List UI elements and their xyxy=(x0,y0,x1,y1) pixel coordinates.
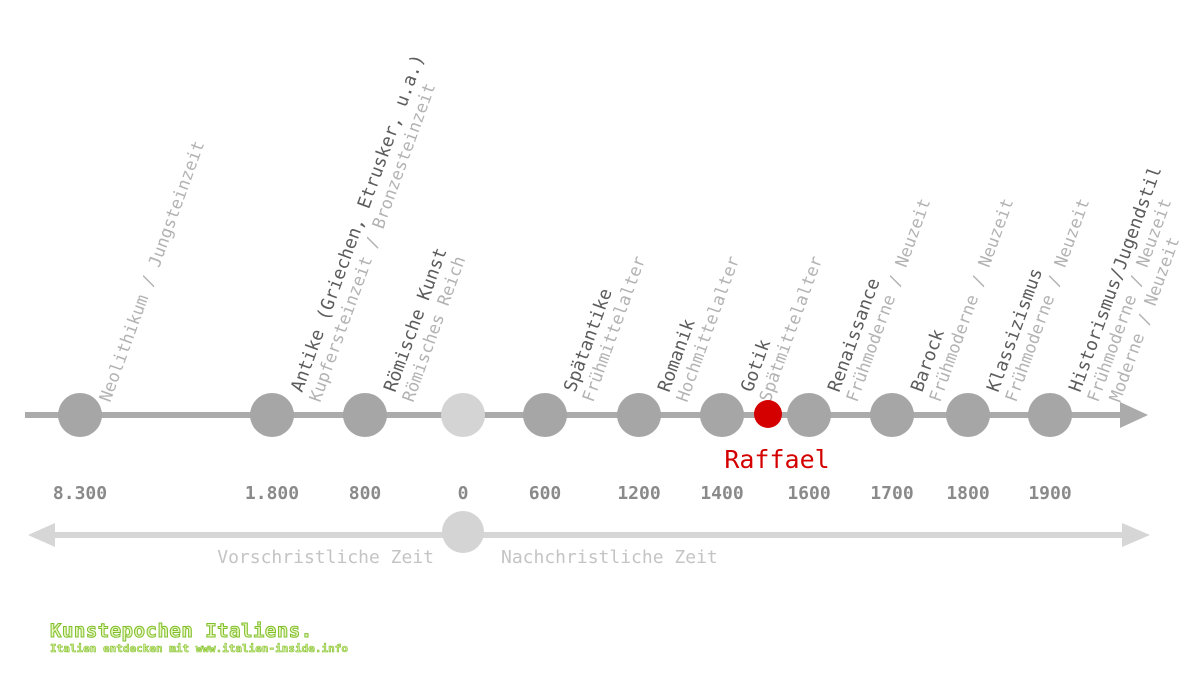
epoch-node xyxy=(870,393,914,437)
year-label: 800 xyxy=(349,483,382,504)
epoch-node xyxy=(343,393,387,437)
era-arrow-right xyxy=(1122,523,1150,547)
year-label: 600 xyxy=(529,483,562,504)
year-label: 1700 xyxy=(870,483,913,504)
year-label: 1200 xyxy=(617,483,660,504)
highlight-label: Raffael xyxy=(724,445,829,474)
epoch-node xyxy=(617,393,661,437)
timeline-arrowhead xyxy=(1120,402,1148,428)
epoch-node xyxy=(523,393,567,437)
year-label: 1600 xyxy=(787,483,830,504)
highlight-node xyxy=(754,400,782,428)
epoch-node xyxy=(250,393,294,437)
year-label: 8.300 xyxy=(53,483,107,504)
epoch-node-zero xyxy=(441,393,485,437)
year-label: 1.800 xyxy=(245,483,299,504)
year-label: 0 xyxy=(458,483,469,504)
year-label: 1900 xyxy=(1028,483,1071,504)
footer-subtitle: Italien entdecken mit www.italien-inside… xyxy=(50,642,349,656)
era-label-before: Vorschristliche Zeit xyxy=(217,547,434,568)
era-arrow-left xyxy=(28,523,55,547)
epoch-node xyxy=(1028,393,1072,437)
year-label: 1800 xyxy=(946,483,989,504)
era-zero-node xyxy=(442,511,484,553)
era-label-after: Nachchristliche Zeit xyxy=(501,547,718,568)
epoch-node xyxy=(787,393,831,437)
year-label: 1400 xyxy=(700,483,743,504)
epoch-node xyxy=(946,393,990,437)
footer-title: Kunstepochen Italiens. xyxy=(49,620,313,643)
footer: Kunstepochen Italiens. Italien entdecken… xyxy=(49,620,349,656)
epoch-node xyxy=(700,393,744,437)
epoch-node xyxy=(58,393,102,437)
epoch-sublabel: Spätmittelalter xyxy=(756,254,827,405)
epoch-sublabel: Neolithikum / Jungsteinzeit xyxy=(96,138,209,405)
